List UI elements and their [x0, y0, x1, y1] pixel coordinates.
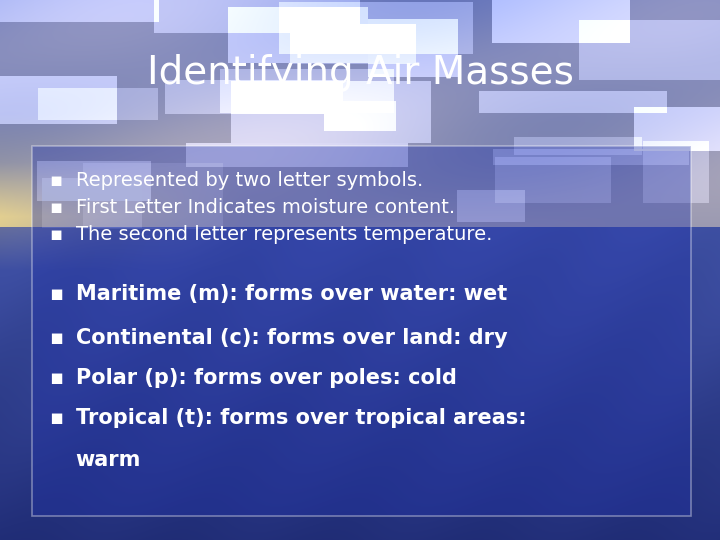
Text: Maritime (m): forms over water: wet: Maritime (m): forms over water: wet: [76, 284, 507, 305]
Text: ▪: ▪: [49, 368, 63, 388]
Text: The second letter represents temperature.: The second letter represents temperature…: [76, 225, 492, 245]
Text: Represented by two letter symbols.: Represented by two letter symbols.: [76, 171, 423, 191]
Text: ▪: ▪: [49, 327, 63, 348]
Text: Tropical (t): forms over tropical areas:: Tropical (t): forms over tropical areas:: [76, 408, 526, 429]
Text: First Letter Indicates moisture content.: First Letter Indicates moisture content.: [76, 198, 455, 218]
Text: ▪: ▪: [49, 225, 62, 245]
Text: Polar (p): forms over poles: cold: Polar (p): forms over poles: cold: [76, 368, 456, 388]
Text: ▪: ▪: [49, 284, 63, 305]
Text: Continental (c): forms over land: dry: Continental (c): forms over land: dry: [76, 327, 507, 348]
Text: ▪: ▪: [49, 408, 63, 429]
FancyBboxPatch shape: [32, 146, 691, 516]
Text: ▪: ▪: [49, 171, 62, 191]
Text: Identifying Air Masses: Identifying Air Masses: [147, 54, 573, 92]
Text: ▪: ▪: [49, 198, 62, 218]
Text: warm: warm: [76, 450, 141, 470]
